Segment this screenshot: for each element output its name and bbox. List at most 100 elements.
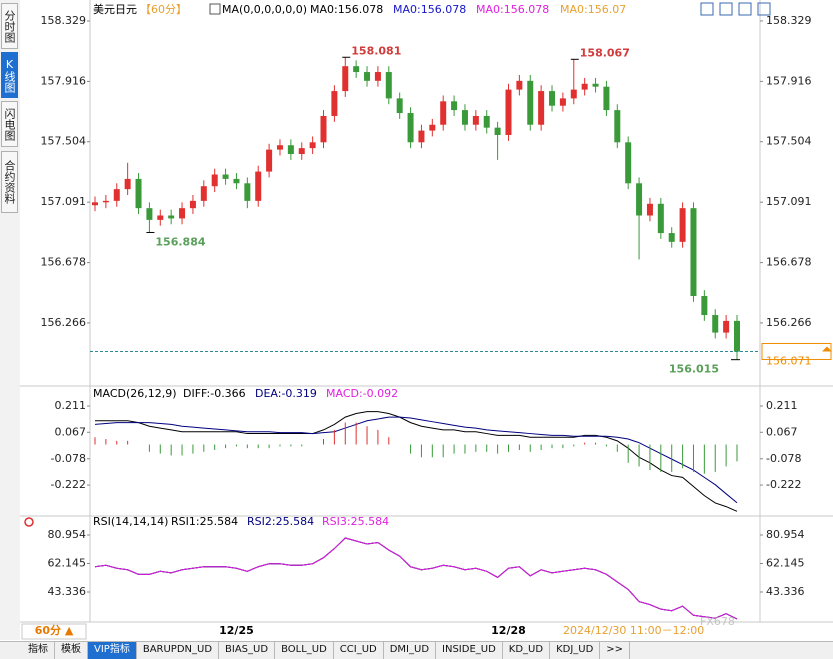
sidebar: 分时图 K线图闪电图合约资料 bbox=[0, 0, 21, 640]
y-tick-label: 157.504 bbox=[766, 135, 812, 148]
panel-title: MACD(26,12,9) bbox=[93, 387, 177, 400]
bottom-tab[interactable]: >> bbox=[600, 642, 631, 659]
legend-entry: DIFF:-0.366 bbox=[183, 387, 246, 400]
candle-body bbox=[625, 142, 632, 184]
sidebar-tab[interactable]: 分时图 bbox=[1, 3, 18, 49]
legend-entry: DEA:-0.319 bbox=[255, 387, 317, 400]
y-tick-label: -0.222 bbox=[766, 478, 801, 491]
candle-body bbox=[505, 89, 512, 135]
y-tick-label: 158.329 bbox=[41, 14, 87, 27]
candle-body bbox=[276, 145, 283, 150]
legend-entry: RSI3:25.584 bbox=[322, 515, 389, 528]
bottom-tab[interactable]: BARUPDN_UD bbox=[137, 642, 220, 659]
legend-entry: MA0:156.078 bbox=[393, 3, 466, 16]
y-tick-label: 157.091 bbox=[41, 195, 87, 208]
y-tick-label: 158.329 bbox=[766, 14, 812, 27]
bottom-tab[interactable]: KDJ_UD bbox=[550, 642, 601, 659]
annotation-label: 158.081 bbox=[351, 44, 401, 57]
ma-icon[interactable] bbox=[209, 3, 221, 15]
candle-body bbox=[320, 115, 327, 143]
candle-body bbox=[266, 149, 273, 172]
candle-body bbox=[516, 80, 523, 90]
bottom-tab[interactable]: VIP指标 bbox=[88, 642, 137, 659]
x-tick-label: 12/25 bbox=[219, 624, 254, 637]
candle-body bbox=[734, 320, 740, 352]
candle-body bbox=[472, 115, 479, 125]
y-tick-label: 80.954 bbox=[48, 528, 87, 541]
candle-body bbox=[309, 142, 316, 149]
candle-body bbox=[701, 296, 708, 316]
candle-body bbox=[429, 124, 436, 131]
bottom-tab[interactable]: BIAS_UD bbox=[219, 642, 276, 659]
y-tick-label: 43.336 bbox=[766, 585, 805, 598]
candle-body bbox=[668, 233, 675, 242]
candle-body bbox=[331, 91, 338, 116]
x-tick-label: 12/28 bbox=[491, 624, 526, 637]
candle-body bbox=[570, 89, 577, 99]
tool-icon[interactable] bbox=[719, 2, 733, 16]
candle-body bbox=[374, 72, 381, 81]
candle-body bbox=[538, 91, 545, 125]
settings-icon[interactable] bbox=[24, 517, 34, 527]
bottom-tab[interactable]: BOLL_UD bbox=[275, 642, 334, 659]
last-price-arrow bbox=[822, 346, 832, 352]
period-button: 60分 ▲ bbox=[35, 623, 74, 637]
candle-body bbox=[255, 171, 262, 201]
candle-body bbox=[407, 113, 414, 143]
y-tick-label: 0.211 bbox=[55, 399, 87, 412]
candle-body bbox=[559, 98, 566, 106]
candle-body bbox=[483, 115, 490, 128]
candle-body bbox=[211, 174, 218, 187]
y-tick-label: 157.916 bbox=[41, 74, 87, 87]
tool-icon[interactable] bbox=[700, 2, 714, 16]
candle-body bbox=[222, 174, 229, 179]
period-button-bg[interactable] bbox=[21, 623, 87, 640]
candle-body bbox=[233, 178, 240, 184]
y-tick-label: 156.266 bbox=[766, 316, 812, 329]
candle-body bbox=[298, 148, 305, 155]
bottom-tabs: 指标 模板 VIP指标 BARUPDN_UD BIAS_UD BOLL_UD CCI_UD D… bbox=[0, 641, 833, 659]
indicator-line bbox=[95, 411, 738, 512]
bottom-tab[interactable]: 模板 bbox=[55, 642, 88, 659]
annotation-label: 156.884 bbox=[155, 235, 205, 248]
period-label: 【60分】 bbox=[140, 3, 187, 16]
tool-icon[interactable] bbox=[738, 2, 752, 16]
time-range: 2024/12/30 11:00－12:00 bbox=[563, 624, 704, 637]
candle-body bbox=[113, 189, 120, 201]
sidebar-tab[interactable]: 合约资料 bbox=[1, 151, 18, 213]
tool-icon[interactable] bbox=[757, 2, 771, 16]
y-tick-label: 156.678 bbox=[41, 256, 87, 269]
annotation-label: 156.015 bbox=[669, 363, 719, 376]
indicator-line bbox=[94, 416, 738, 504]
bottom-tab[interactable]: 指标 bbox=[22, 642, 55, 659]
sidebar-tab[interactable]: K线图 bbox=[1, 52, 18, 98]
indicator-label: MA(0,0,0,0,0,0) bbox=[222, 3, 307, 16]
bottom-tab[interactable]: CCI_UD bbox=[334, 642, 384, 659]
y-tick-label: 62.145 bbox=[48, 556, 87, 569]
candle-body bbox=[723, 320, 730, 333]
candle-body bbox=[385, 72, 392, 99]
bottom-tab[interactable]: INSIDE_UD bbox=[436, 642, 503, 659]
toolbar bbox=[209, 2, 771, 16]
candle-body bbox=[200, 186, 207, 201]
candle-body bbox=[592, 83, 599, 87]
candle-body bbox=[396, 98, 403, 114]
bottom-tab[interactable]: DMI_UD bbox=[384, 642, 437, 659]
y-tick-label: 157.091 bbox=[766, 195, 812, 208]
y-tick-label: 156.266 bbox=[41, 316, 87, 329]
bottom-tab[interactable]: KD_UD bbox=[503, 642, 551, 659]
y-tick-label: -0.078 bbox=[766, 452, 801, 465]
candle-body bbox=[690, 208, 697, 297]
candle-body bbox=[549, 91, 556, 106]
legend-entry: MA0:156.07 bbox=[560, 3, 626, 16]
panel-title: RSI(14,14,14) bbox=[93, 515, 168, 528]
candle-body bbox=[353, 66, 360, 73]
candle-body bbox=[189, 200, 196, 209]
candle-body bbox=[527, 80, 534, 125]
candle-body bbox=[581, 83, 588, 90]
candle-body bbox=[712, 315, 719, 333]
candle-body bbox=[603, 86, 610, 111]
legend-entry: RSI2:25.584 bbox=[247, 515, 314, 528]
candle-body bbox=[168, 215, 175, 219]
sidebar-tab[interactable]: 闪电图 bbox=[1, 101, 18, 147]
